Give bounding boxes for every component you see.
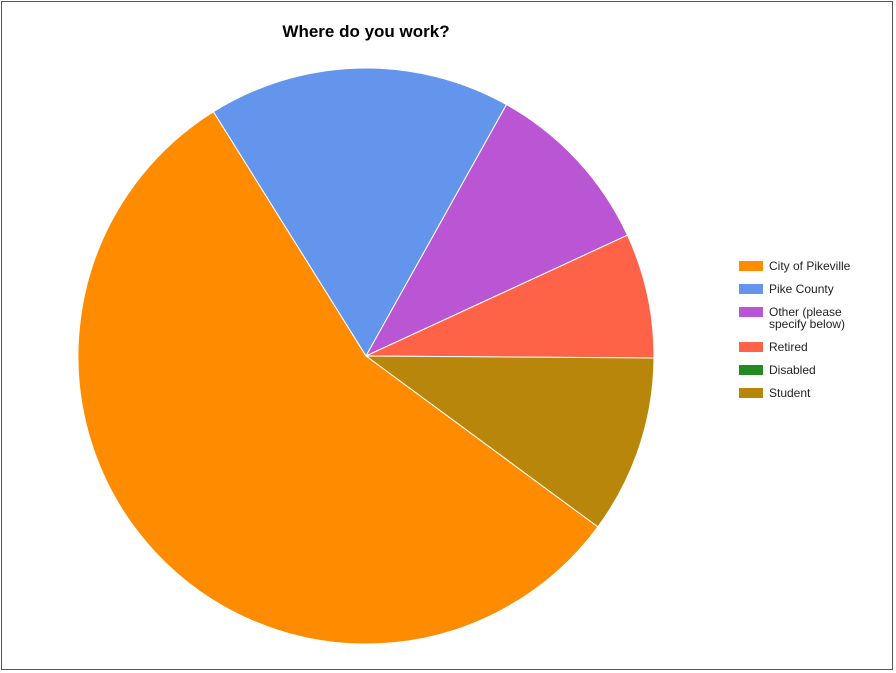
chart-legend: City of Pikeville Pike County Other (pleas… — [739, 260, 889, 410]
legend-label: Other (please specify below) — [769, 305, 846, 331]
pie-slice-other-please-specify-below — [364, 103, 629, 358]
legend-label: Retired — [769, 340, 808, 354]
legend-item: Student — [739, 387, 889, 399]
legend-label: City of Pikeville — [769, 259, 851, 273]
legend-item: Retired — [739, 341, 889, 353]
pie-slice-retired — [365, 234, 655, 359]
pie-slice-student — [364, 355, 655, 528]
legend-label: Student — [769, 386, 811, 400]
legend-label: Pike County — [769, 282, 834, 296]
legend-swatch — [739, 365, 763, 375]
legend-swatch — [739, 307, 763, 317]
pie-slice-pike-county — [212, 67, 508, 357]
legend-label: Disabled — [769, 363, 816, 377]
legend-swatch — [739, 388, 763, 398]
legend-item: City of Pikeville — [739, 260, 889, 272]
legend-swatch — [739, 261, 763, 271]
legend-item: Disabled — [739, 364, 889, 376]
pie-slice-city-of-pikeville — [77, 111, 599, 645]
chart-title: Where do you work? — [282, 22, 450, 41]
legend-swatch — [739, 284, 763, 294]
legend-item: Other (please specify below) — [739, 306, 889, 330]
legend-swatch — [739, 342, 763, 352]
legend-item: Pike County — [739, 283, 889, 295]
